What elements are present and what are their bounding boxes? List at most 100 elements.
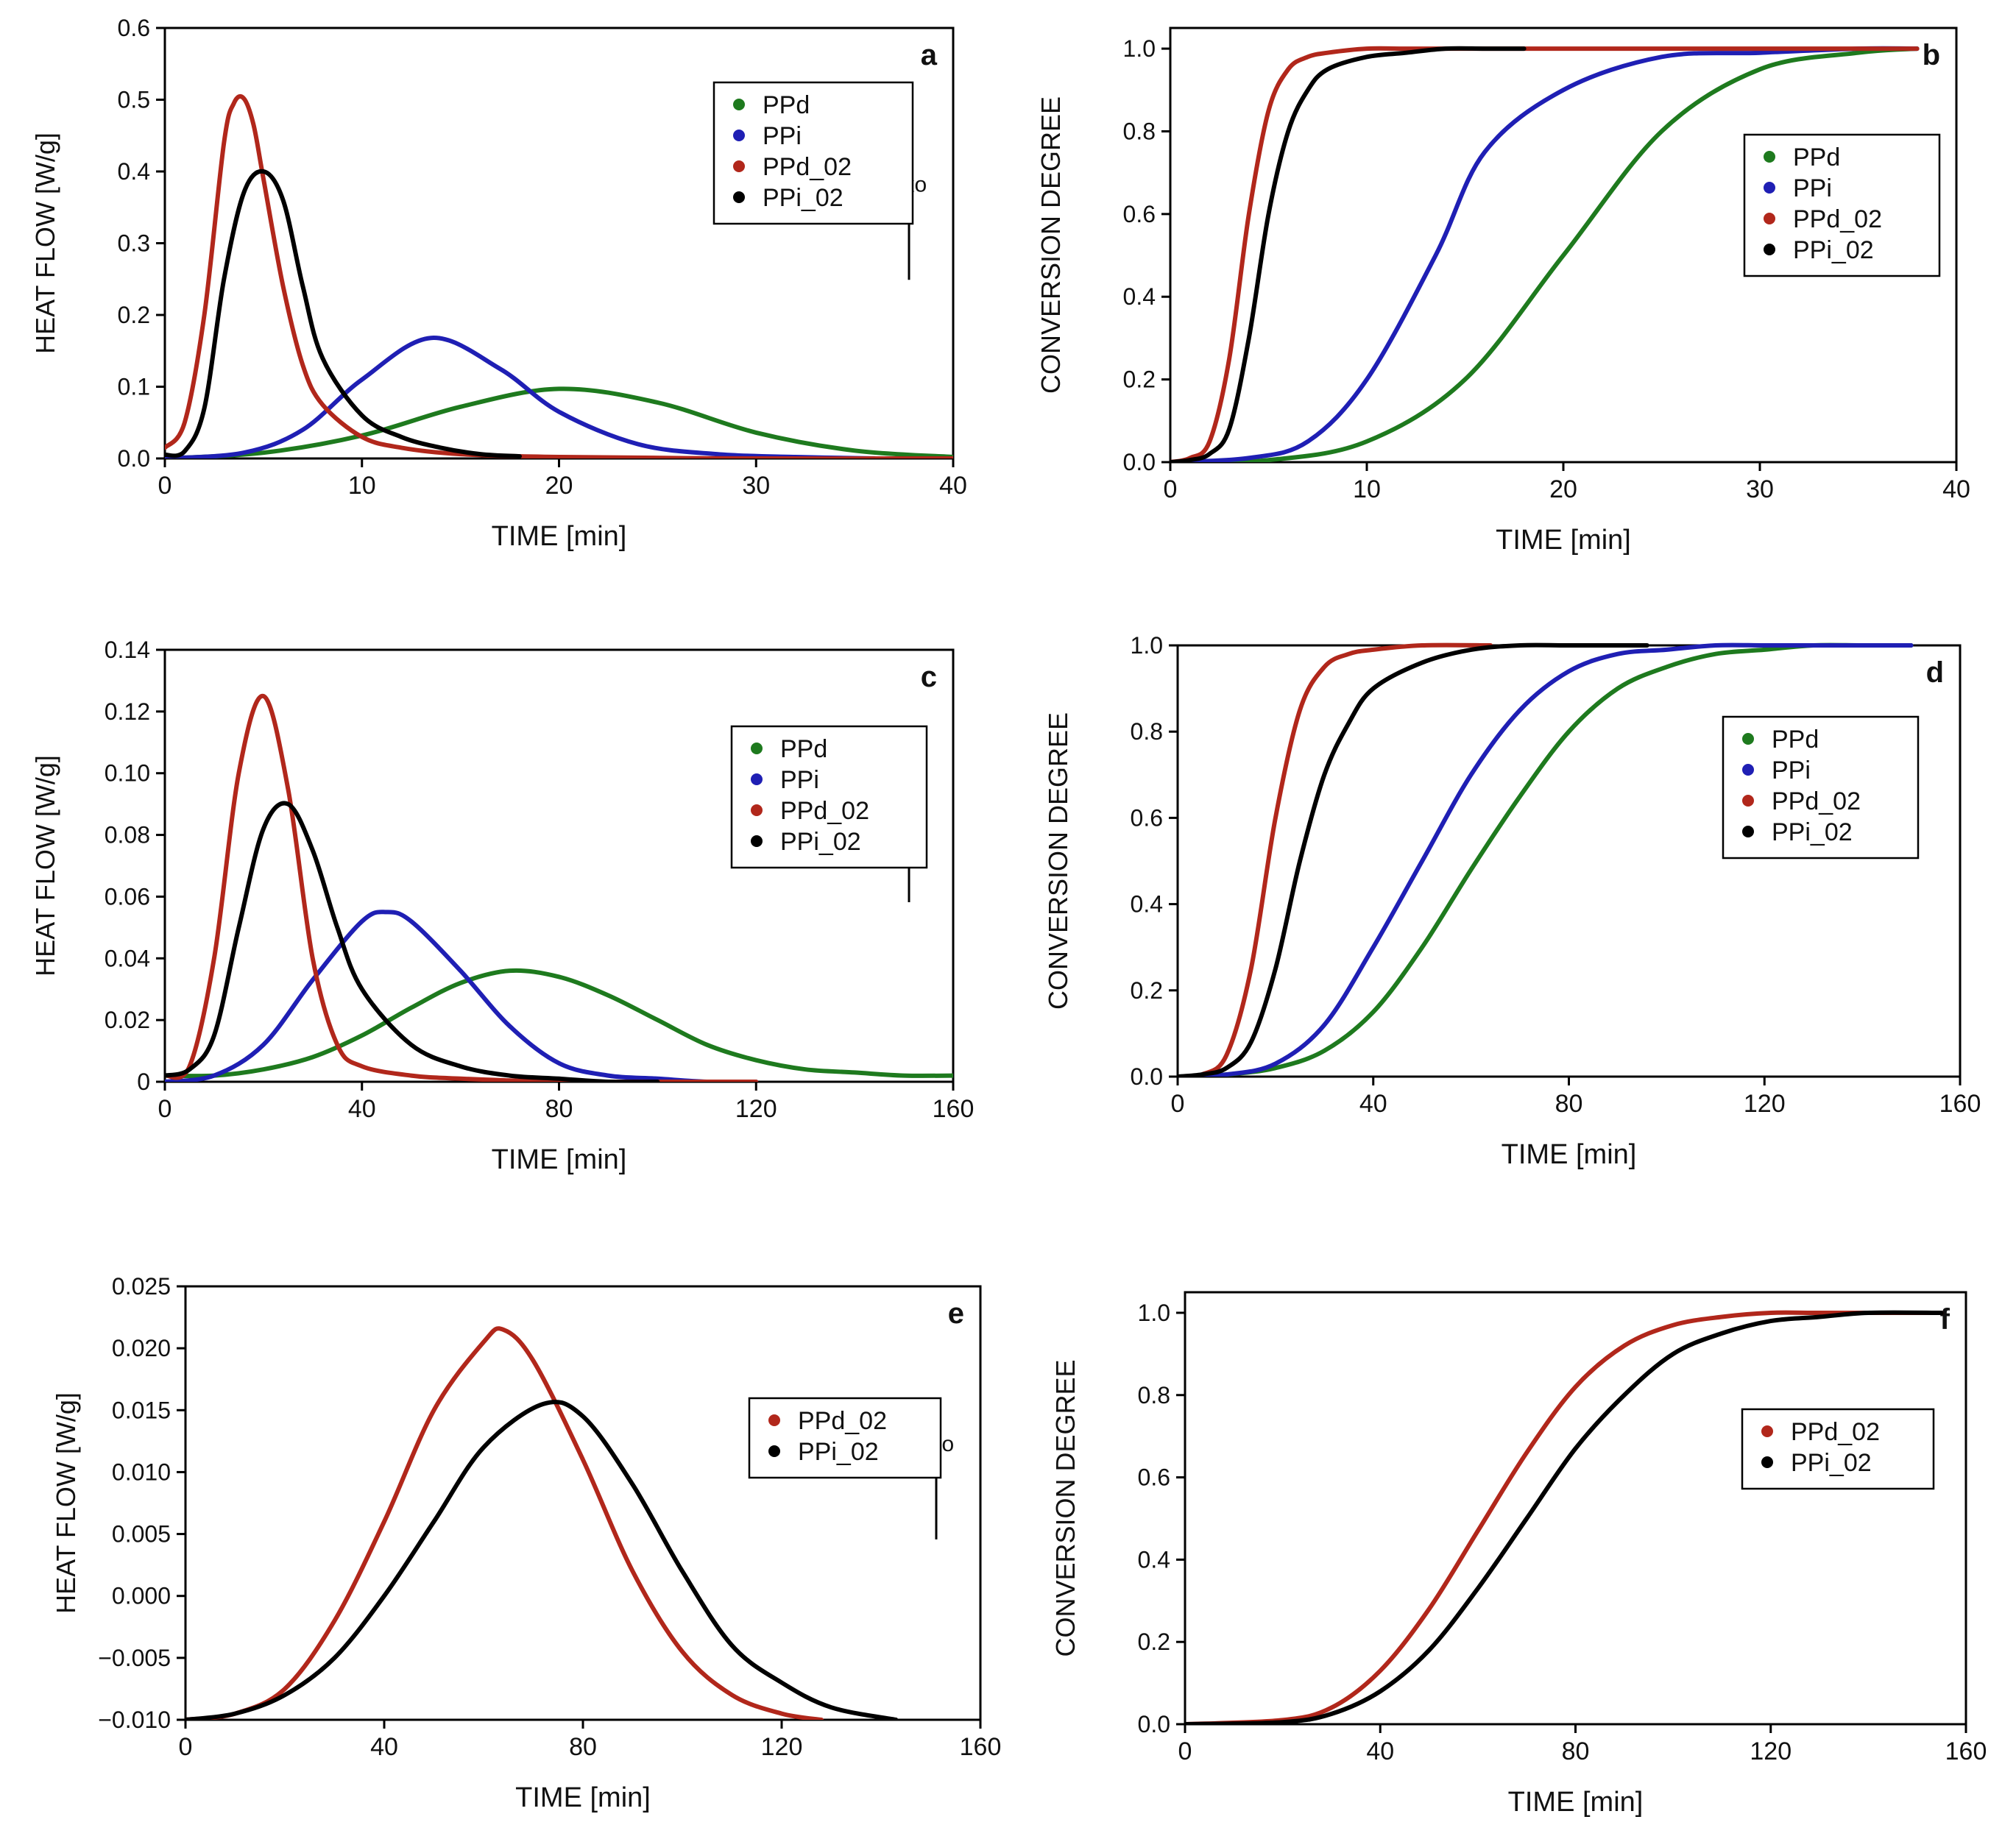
- legend-box: [712, 81, 914, 225]
- legend-marker: [751, 743, 763, 754]
- series-group: [1185, 1310, 1944, 1724]
- panel-label: b: [1923, 39, 1940, 71]
- y-tick-label: 0: [137, 1069, 150, 1095]
- legend-marker: [1764, 244, 1775, 255]
- plot-frame: [184, 1285, 982, 1721]
- y-tick-label: 0.0: [1123, 449, 1156, 475]
- series-line-ppi-02: [165, 801, 660, 1082]
- y-tick-label: 0.020: [112, 1335, 171, 1361]
- x-tick-label: 0: [158, 472, 172, 500]
- legend-label: PPd_02: [1772, 787, 1861, 815]
- x-tick-label: 160: [1945, 1737, 1987, 1765]
- legend-label: PPi: [780, 766, 819, 794]
- y-tick-label: −0.010: [98, 1707, 171, 1733]
- legend-label: PPd_02: [798, 1407, 887, 1435]
- legend-box: [730, 725, 928, 869]
- x-tick-label: 120: [735, 1095, 777, 1123]
- legend-marker: [733, 160, 745, 172]
- panel-label: d: [1926, 656, 1944, 689]
- x-tick-label: 20: [545, 472, 573, 500]
- legend-label: PPi_02: [1791, 1449, 1872, 1477]
- series-group: [165, 693, 953, 1082]
- y-tick-label: 0.2: [1131, 977, 1163, 1004]
- y-tick-label: 0.005: [112, 1521, 171, 1548]
- y-tick-label: 0.10: [105, 760, 150, 787]
- legend: PPd_02 PPi_02: [1741, 1408, 1935, 1490]
- series-line-ppi-02: [185, 1400, 899, 1720]
- x-tick-label: 80: [1555, 1090, 1583, 1118]
- x-tick-label: 0: [1171, 1090, 1185, 1118]
- legend-box: [1743, 133, 1941, 277]
- y-axis-label: HEAT FLOW [W/g]: [30, 132, 60, 354]
- y-tick-label: 0.08: [105, 822, 150, 848]
- legend-label: PPi_02: [798, 1438, 879, 1466]
- y-tick-label: 0.2: [1138, 1629, 1170, 1655]
- legend-label: PPi: [763, 122, 802, 150]
- x-axis-label: TIME [min]: [1502, 1139, 1637, 1170]
- x-tick-label: 40: [370, 1733, 398, 1761]
- y-tick-label: 0.2: [118, 302, 150, 328]
- legend-marker: [768, 1414, 780, 1426]
- legend-marker: [768, 1445, 780, 1457]
- series-line-ppi-02: [1178, 642, 1649, 1077]
- y-tick-label: 1.0: [1138, 1300, 1170, 1326]
- series-line-ppd-02: [185, 1326, 824, 1720]
- x-tick-label: 30: [1746, 475, 1774, 503]
- x-tick-label: 80: [569, 1733, 597, 1761]
- legend-label: PPi_02: [1772, 818, 1853, 846]
- legend-marker: [733, 191, 745, 203]
- x-tick-label: 40: [1942, 475, 1970, 503]
- legend-label: PPd_02: [1793, 205, 1882, 233]
- series-line-ppd-02: [165, 693, 759, 1082]
- chart-panel-e: −0.010 −0.005 0.000 0.005 0.010 0.015 0.020 0.0…: [51, 1273, 1001, 1813]
- series-line-ppd-02: [1178, 642, 1493, 1077]
- legend-label: PPd: [1772, 726, 1819, 754]
- legend-marker: [733, 130, 745, 141]
- legend-label: PPi: [1772, 756, 1811, 784]
- x-tick-label: 0: [179, 1733, 193, 1761]
- series-line-ppi-02: [1185, 1310, 1944, 1724]
- series-group: [165, 93, 953, 458]
- y-tick-label: 0.4: [1138, 1546, 1170, 1573]
- legend-label: PPi_02: [763, 184, 843, 212]
- legend-marker: [1764, 213, 1775, 224]
- y-axis-label: HEAT FLOW [W/g]: [51, 1392, 81, 1614]
- legend-marker: [1742, 826, 1754, 837]
- legend-marker: [751, 804, 763, 816]
- y-tick-label: 0.8: [1131, 718, 1163, 745]
- y-tick-label: 0.12: [105, 698, 150, 725]
- y-tick-label: 0.0: [1138, 1711, 1170, 1737]
- x-tick-label: 120: [1750, 1737, 1792, 1765]
- plot-frame: [1184, 1291, 1967, 1726]
- x-tick-label: 40: [348, 1095, 376, 1123]
- legend-marker: [1742, 795, 1754, 807]
- x-axis-label: TIME [min]: [492, 521, 627, 552]
- x-tick-label: 0: [1164, 475, 1178, 503]
- x-tick-label: 160: [933, 1095, 975, 1123]
- y-tick-label: 0.6: [118, 15, 150, 41]
- y-tick-label: 0.025: [112, 1273, 171, 1300]
- x-tick-label: 40: [1359, 1090, 1387, 1118]
- series-line-ppi: [1170, 46, 1920, 462]
- series-line-ppi-02: [165, 169, 522, 458]
- y-axis-label: CONVERSION DEGREE: [1050, 1359, 1080, 1656]
- series-line-ppd: [165, 968, 953, 1079]
- y-tick-label: 0.06: [105, 883, 150, 910]
- x-tick-label: 120: [761, 1733, 803, 1761]
- y-axis-label: CONVERSION DEGREE: [1043, 712, 1073, 1010]
- legend-label: PPd_02: [780, 797, 869, 825]
- y-tick-label: 1.0: [1123, 35, 1156, 62]
- chart-panel-b: 0.0 0.2 0.4 0.6 0.8 1.0 0 10 20 30 40 TIME [min] CON…: [1036, 26, 1970, 556]
- y-tick-label: 0.4: [118, 158, 150, 185]
- y-axis-label: CONVERSION DEGREE: [1036, 96, 1066, 394]
- legend-marker: [1742, 733, 1754, 745]
- x-tick-label: 120: [1744, 1090, 1786, 1118]
- x-tick-label: 80: [1562, 1737, 1590, 1765]
- series-line-ppi: [165, 910, 759, 1082]
- x-tick-label: 10: [348, 472, 376, 500]
- panel-label: a: [921, 39, 938, 71]
